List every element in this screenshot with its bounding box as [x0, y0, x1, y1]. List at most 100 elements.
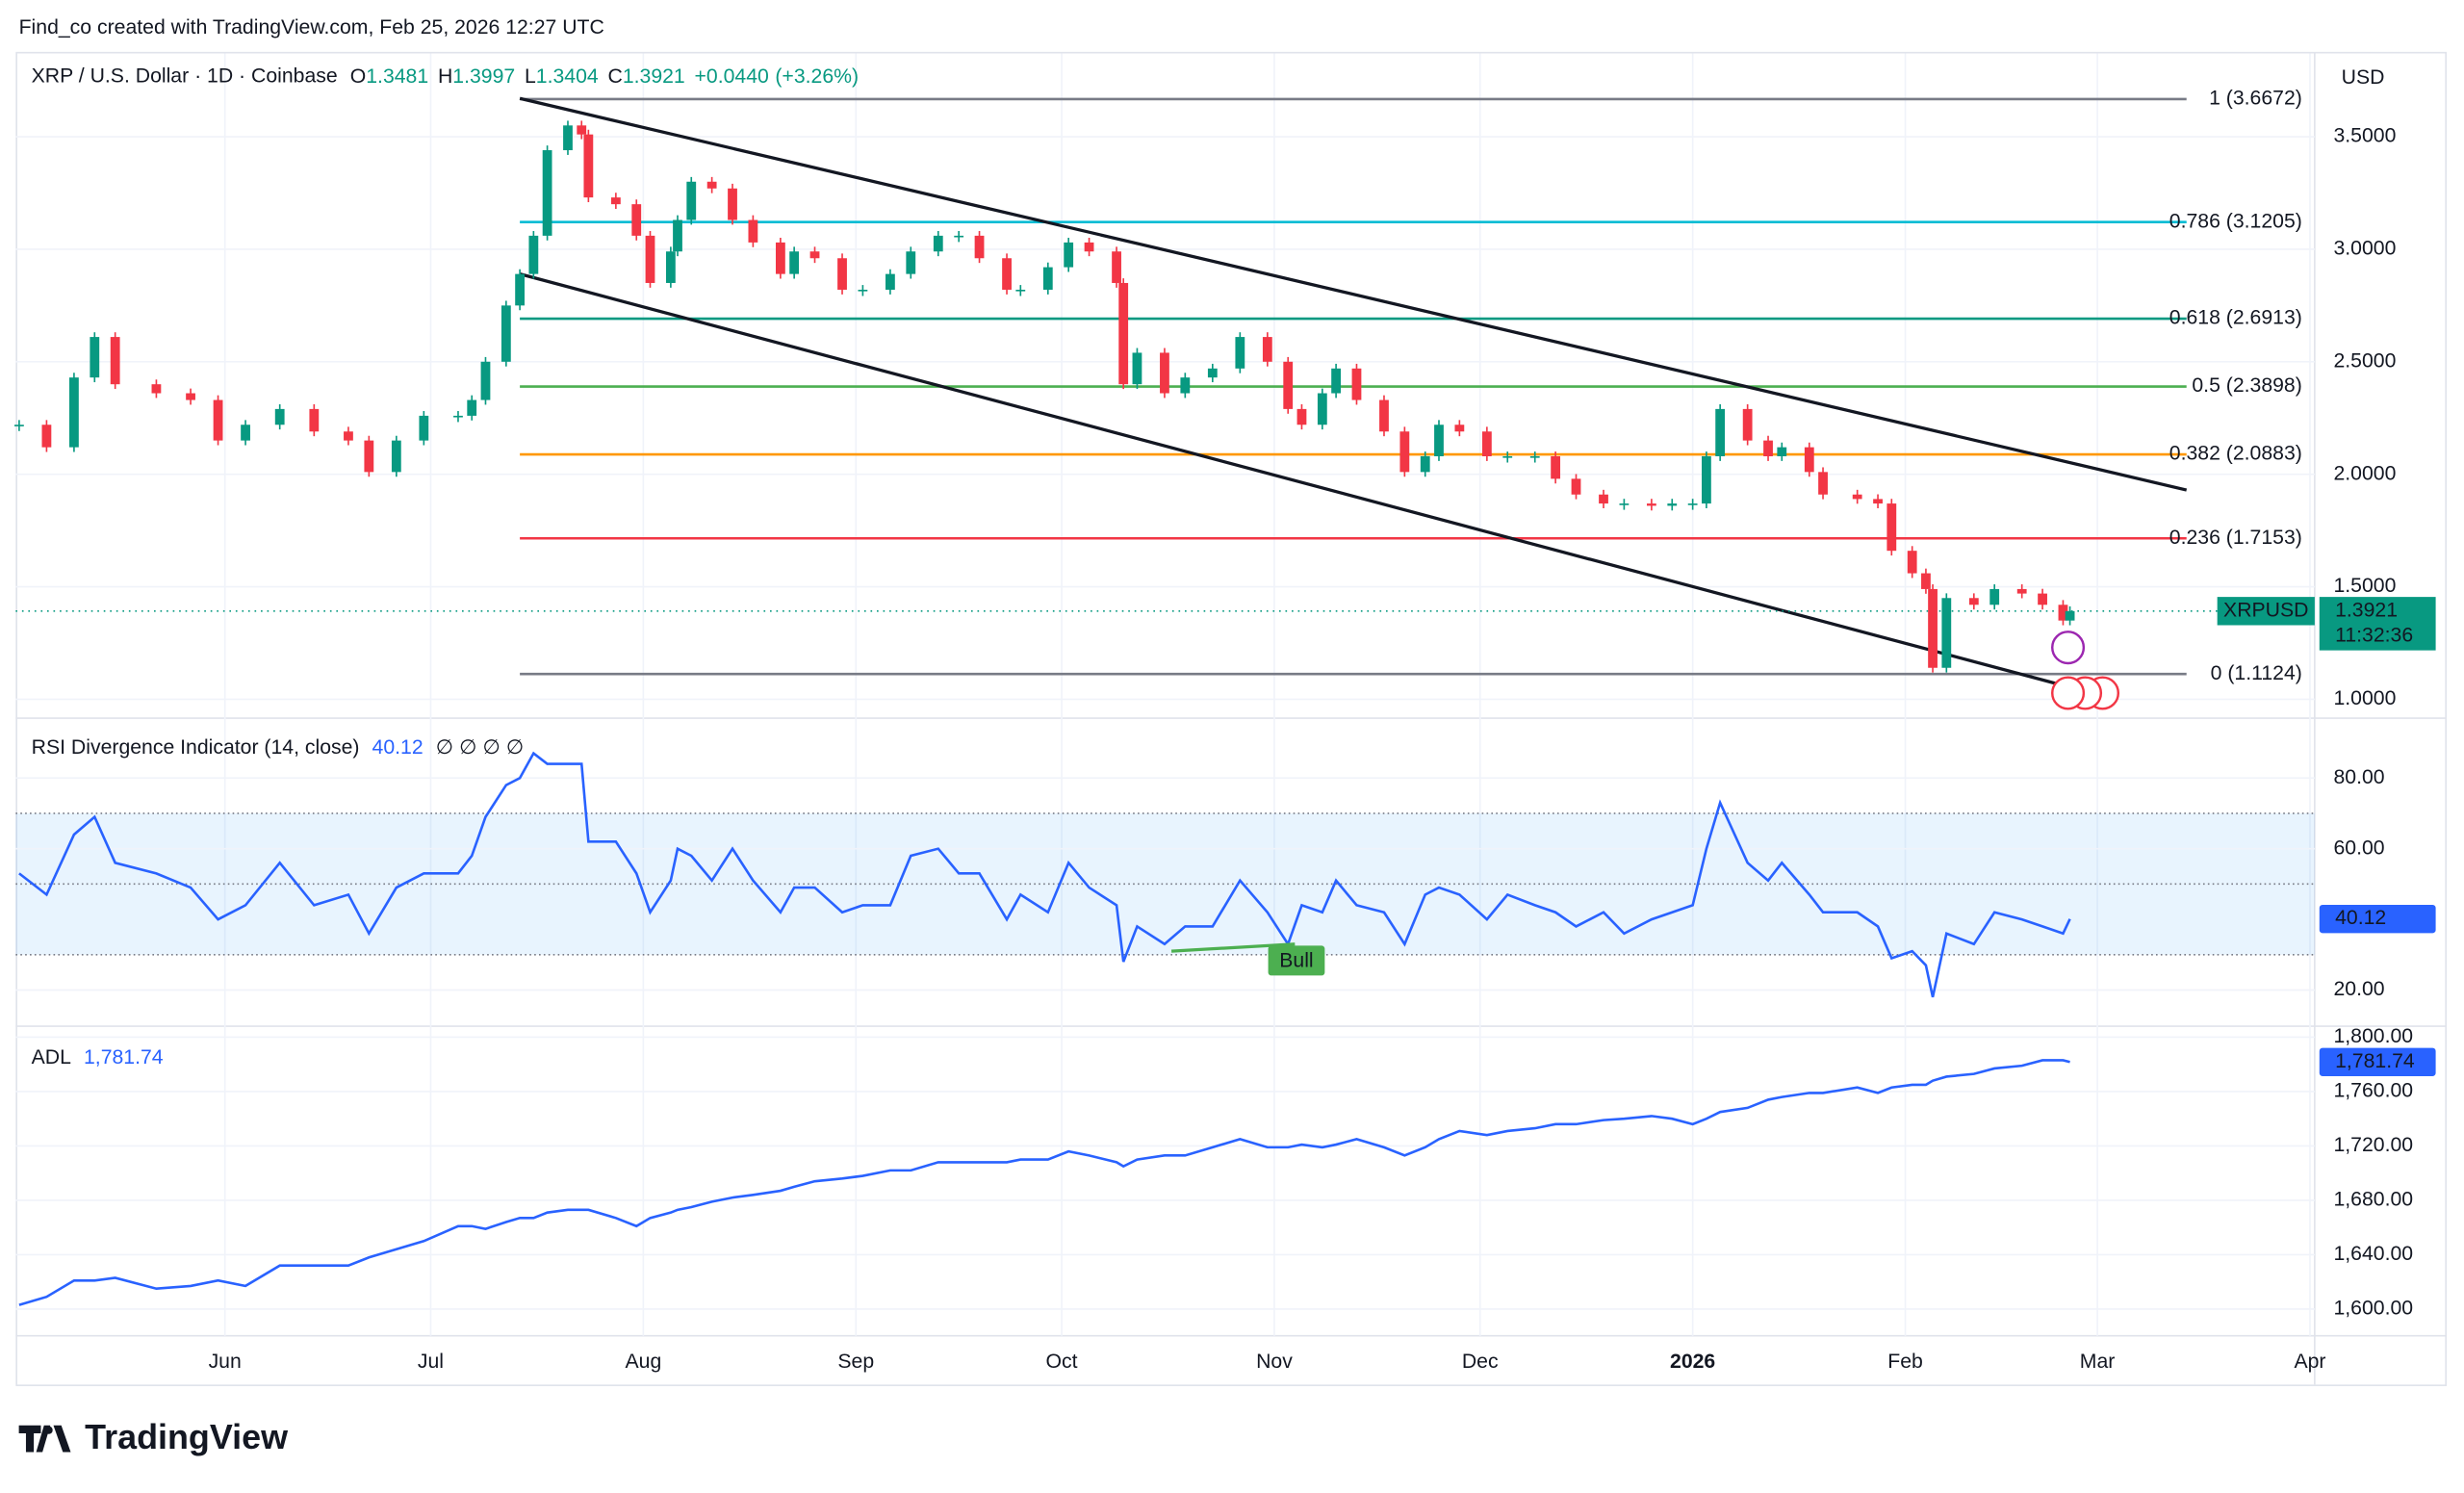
candle	[41, 425, 52, 448]
y-tick-label: 1.5000	[2333, 575, 2396, 597]
x-tick-label: Oct	[1046, 1351, 1078, 1373]
divergence-label: Bull	[1279, 949, 1313, 971]
candle	[583, 134, 594, 198]
candle	[886, 273, 895, 290]
brand: TradingView	[85, 1417, 288, 1456]
candle	[1015, 289, 1026, 292]
candle	[515, 273, 526, 306]
candle	[933, 235, 943, 252]
candle	[528, 235, 539, 274]
candle	[1763, 440, 1773, 456]
fib-label: 0.5 (2.3898)	[2192, 374, 2301, 397]
adl-title: ADL 1,781.74	[32, 1045, 164, 1068]
x-tick-label: Aug	[625, 1351, 661, 1373]
brand-logo	[18, 1425, 71, 1453]
rsi-flags: ∅ ∅ ∅ ∅	[436, 736, 525, 759]
candle	[610, 197, 621, 205]
candle	[69, 377, 79, 448]
candle	[1873, 499, 1883, 504]
candle	[577, 125, 587, 135]
fib-label: 1 (3.6672)	[2209, 88, 2302, 110]
indicator-line	[18, 1059, 2070, 1306]
x-tick-label: Sep	[837, 1351, 874, 1373]
candle	[906, 251, 916, 274]
candle	[1968, 598, 1979, 605]
candle	[686, 181, 697, 220]
candle	[1042, 267, 1053, 290]
candle	[775, 242, 785, 274]
countdown: 11:32:36	[2335, 625, 2413, 647]
candle	[1687, 503, 1698, 505]
credit: Find_co created with TradingView.com, Fe…	[19, 16, 604, 39]
last-value-label: 40.12	[2335, 907, 2386, 929]
candle	[631, 204, 642, 236]
candle	[1502, 455, 1513, 458]
candle	[706, 181, 717, 189]
candle	[1529, 455, 1540, 458]
panes: Jun Jul Aug Sep Oct Nov Dec 2026 Feb Mar Apr 1.0000…	[14, 53, 2448, 1385]
last-value-label: 1,781.74	[2335, 1050, 2415, 1072]
last-value-box	[2319, 904, 2436, 934]
y-tick-label: 1,600.00	[2333, 1298, 2413, 1320]
y-tick-label: 1,680.00	[2333, 1189, 2413, 1211]
candle	[1481, 431, 1492, 456]
ohlc-value: 1.3404	[536, 65, 599, 88]
candle	[1331, 368, 1341, 394]
y-tick-label: 1,720.00	[2333, 1134, 2413, 1156]
currency: USD	[2342, 66, 2385, 89]
candle	[1715, 408, 1726, 456]
candle	[391, 440, 401, 473]
candle	[1921, 573, 1931, 589]
ohlc-key: H	[438, 65, 452, 88]
candle	[1619, 503, 1630, 505]
candle	[1907, 551, 1917, 574]
candle	[500, 305, 511, 362]
x-tick-label: Apr	[2294, 1351, 2325, 1373]
candle	[364, 440, 374, 473]
candle	[748, 219, 758, 243]
x-tick-label: Feb	[1887, 1351, 1923, 1373]
candle	[1646, 503, 1656, 506]
rsi-name: RSI Divergence Indicator (14, close)	[32, 736, 360, 759]
candle	[1351, 368, 1362, 400]
candle	[1002, 258, 1012, 290]
candle	[2038, 593, 2047, 605]
candle	[1989, 588, 2000, 605]
candle	[1742, 408, 1753, 441]
candle	[1818, 472, 1828, 495]
symbol-label: XRPUSD	[2223, 599, 2308, 621]
candle	[1317, 393, 1327, 425]
candle	[728, 188, 737, 220]
candle	[1599, 494, 1608, 504]
fib-label: 0.382 (2.0883)	[2169, 443, 2302, 465]
y-tick-label: 2.0000	[2333, 462, 2396, 484]
candle	[419, 415, 429, 441]
candle	[974, 235, 985, 259]
rsi-title: RSI Divergence Indicator (14, close) 40.1…	[32, 736, 525, 759]
fib-label: 0.236 (1.7153)	[2169, 527, 2302, 549]
ohlc-value: 1.3921	[623, 65, 685, 88]
candle	[1262, 337, 1272, 362]
candle	[954, 235, 964, 238]
candle	[213, 399, 223, 441]
candle	[1379, 399, 1389, 432]
y-tick-label: 3.0000	[2333, 238, 2396, 260]
change: +0.0440	[695, 65, 769, 88]
candle	[563, 125, 573, 151]
divergence-box	[1268, 945, 1325, 976]
candle	[1667, 503, 1678, 506]
ohlc-key: O	[350, 65, 367, 88]
candle	[90, 337, 100, 378]
candle	[186, 393, 195, 400]
candle	[1928, 588, 1938, 668]
candle	[1454, 425, 1465, 432]
symbol-box	[2217, 597, 2315, 626]
x-tick-label: Jul	[418, 1351, 444, 1373]
ohlc-key: L	[525, 65, 536, 88]
trendline	[519, 96, 2188, 492]
adl-name: ADL	[32, 1045, 71, 1068]
candle	[2016, 588, 2027, 594]
candle	[309, 408, 320, 432]
candle	[2065, 610, 2075, 621]
